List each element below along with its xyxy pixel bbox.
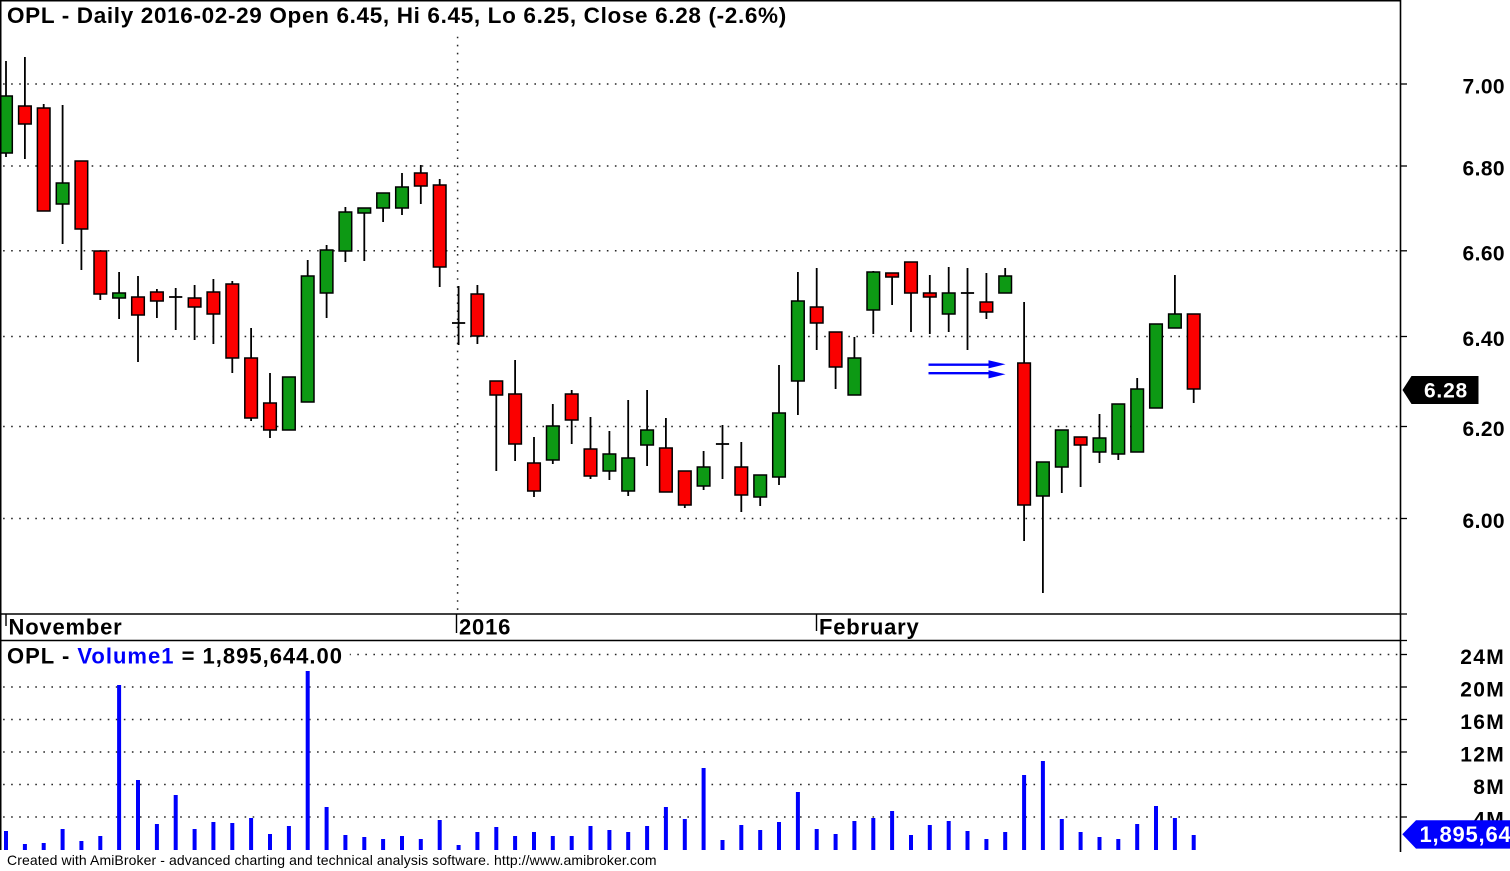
svg-text:1,895,644.00: 1,895,644.00 xyxy=(1420,822,1510,847)
svg-text:Created with AmiBroker - advan: Created with AmiBroker - advanced charti… xyxy=(7,852,657,868)
svg-text:February: February xyxy=(819,615,920,640)
svg-text:6.28: 6.28 xyxy=(1424,380,1468,403)
svg-text:6.40: 6.40 xyxy=(1463,328,1505,351)
svg-text:6.80: 6.80 xyxy=(1463,158,1505,181)
svg-text:16M: 16M xyxy=(1460,711,1505,734)
svg-text:November: November xyxy=(9,615,123,640)
svg-text:6.00: 6.00 xyxy=(1463,510,1505,533)
svg-text:2016: 2016 xyxy=(459,615,511,640)
svg-text:7.00: 7.00 xyxy=(1463,76,1505,99)
svg-text:12M: 12M xyxy=(1460,744,1505,767)
svg-text:6.60: 6.60 xyxy=(1463,242,1505,265)
svg-text:20M: 20M xyxy=(1460,679,1505,702)
svg-text:OPL - Daily 2016-02-29 Open 6.: OPL - Daily 2016-02-29 Open 6.45, Hi 6.4… xyxy=(7,3,787,28)
svg-text:6.20: 6.20 xyxy=(1463,418,1505,441)
svg-text:24M: 24M xyxy=(1460,646,1505,669)
svg-text:8M: 8M xyxy=(1473,776,1505,799)
svg-text:OPL - Volume1 = 1,895,644.00: OPL - Volume1 = 1,895,644.00 xyxy=(7,644,343,669)
